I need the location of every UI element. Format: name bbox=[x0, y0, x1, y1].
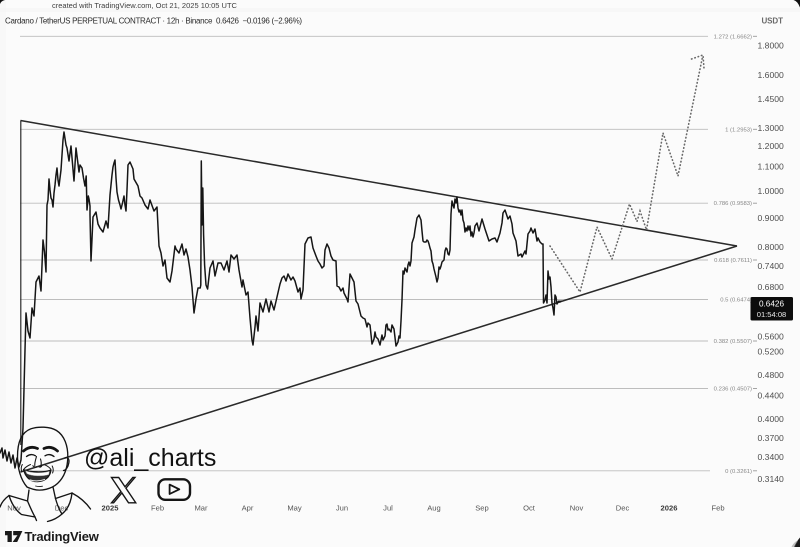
svg-text:Jul: Jul bbox=[383, 504, 393, 513]
svg-text:0.5 (0.6474): 0.5 (0.6474) bbox=[720, 298, 752, 304]
svg-text:0.6426: 0.6426 bbox=[759, 300, 784, 309]
svg-text:0.4400: 0.4400 bbox=[758, 391, 785, 401]
svg-text:0.7400: 0.7400 bbox=[758, 261, 785, 271]
svg-text:1.6000: 1.6000 bbox=[758, 70, 785, 80]
svg-text:0.5200: 0.5200 bbox=[758, 347, 785, 357]
svg-text:1.1000: 1.1000 bbox=[758, 162, 785, 172]
svg-text:@ali_charts: @ali_charts bbox=[84, 444, 216, 472]
svg-text:Sep: Sep bbox=[475, 504, 489, 513]
svg-text:01:54:08: 01:54:08 bbox=[757, 310, 787, 319]
svg-text:1.4500: 1.4500 bbox=[758, 94, 785, 104]
svg-text:0.3700: 0.3700 bbox=[758, 433, 785, 443]
svg-text:Nov: Nov bbox=[570, 504, 584, 513]
svg-text:Dec: Dec bbox=[55, 504, 69, 513]
svg-text:1.272 (1.6662): 1.272 (1.6662) bbox=[714, 34, 752, 40]
svg-text:0.3140: 0.3140 bbox=[758, 474, 785, 484]
svg-text:0.4000: 0.4000 bbox=[758, 414, 785, 424]
svg-text:created with TradingView.com,: created with TradingView.com, Oct 21, 20… bbox=[52, 1, 238, 10]
svg-text:1 (1.2953): 1 (1.2953) bbox=[725, 127, 752, 133]
svg-text:May: May bbox=[287, 504, 302, 513]
svg-text:Oct: Oct bbox=[523, 504, 536, 513]
svg-text:0.786 (0.9583): 0.786 (0.9583) bbox=[714, 201, 752, 207]
svg-text:0.6800: 0.6800 bbox=[758, 282, 785, 292]
svg-text:0.236 (0.4507): 0.236 (0.4507) bbox=[714, 387, 752, 393]
svg-text:1.0000: 1.0000 bbox=[758, 186, 785, 196]
svg-text:Dec: Dec bbox=[616, 504, 630, 513]
svg-text:0.8000: 0.8000 bbox=[758, 242, 785, 252]
svg-text:USDT: USDT bbox=[762, 17, 784, 26]
svg-text:2025: 2025 bbox=[102, 504, 120, 513]
svg-text:Apr: Apr bbox=[242, 504, 254, 513]
svg-text:0.382 (0.5507): 0.382 (0.5507) bbox=[714, 339, 752, 345]
svg-text:Aug: Aug bbox=[427, 504, 441, 513]
svg-text:TradingView: TradingView bbox=[25, 529, 100, 544]
svg-text:1.8000: 1.8000 bbox=[758, 41, 785, 51]
svg-text:Jun: Jun bbox=[336, 504, 348, 513]
svg-text:0 (0.3261): 0 (0.3261) bbox=[725, 469, 752, 475]
svg-text:0.4800: 0.4800 bbox=[758, 370, 785, 380]
svg-text:0.3400: 0.3400 bbox=[758, 452, 785, 462]
svg-text:Cardano / TetherUS PERPETUAL C: Cardano / TetherUS PERPETUAL CONTRACT · … bbox=[5, 17, 302, 26]
svg-text:Feb: Feb bbox=[711, 504, 724, 513]
svg-text:0.9000: 0.9000 bbox=[758, 213, 785, 223]
svg-text:Nov: Nov bbox=[7, 504, 21, 513]
svg-text:1.3000: 1.3000 bbox=[758, 123, 785, 133]
svg-text:0.5600: 0.5600 bbox=[758, 332, 785, 342]
svg-text:0.618 (0.7611): 0.618 (0.7611) bbox=[714, 258, 752, 264]
svg-text:2026: 2026 bbox=[661, 504, 678, 513]
svg-text:1.2000: 1.2000 bbox=[758, 141, 785, 151]
svg-text:Mar: Mar bbox=[194, 504, 208, 513]
svg-text:Feb: Feb bbox=[151, 504, 164, 513]
